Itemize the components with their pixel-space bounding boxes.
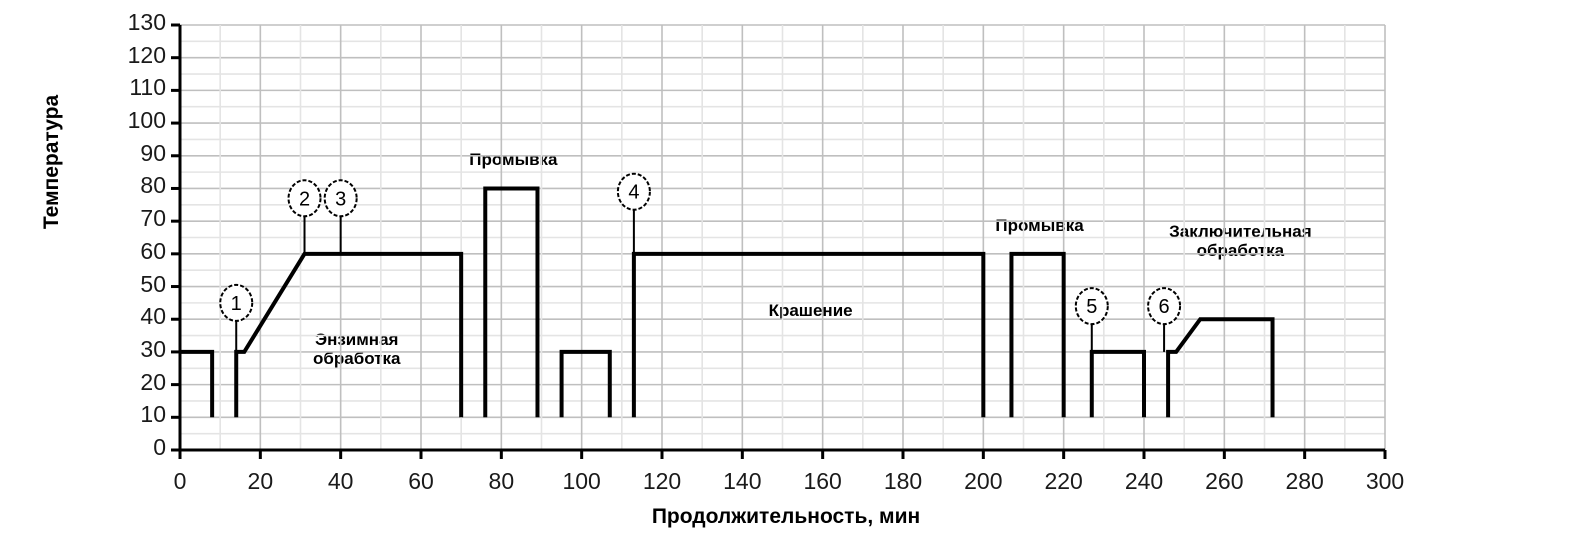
x-axis-tick-label: 100: [562, 468, 601, 494]
callout-bubble-2: [287, 179, 322, 218]
x-axis-tick-label: 240: [1124, 468, 1164, 494]
callout-bubble-4: [616, 172, 651, 211]
x-axis-tick-label: 20: [247, 468, 274, 494]
callout-label-2: 2: [299, 188, 310, 210]
callout-bubble-1: [219, 283, 254, 322]
x-axis-tick-label: 60: [408, 468, 434, 494]
data-line-enzyme-treatment: [234, 251, 464, 418]
x-axis-title: Продолжительность, мин: [651, 505, 921, 528]
y-axis-tick-label: 90: [140, 139, 166, 166]
y-axis-tick-label: 100: [127, 107, 166, 134]
y-axis-tick-label: 110: [129, 74, 166, 101]
callout-label-3: 3: [335, 188, 346, 210]
y-axis-tick-label: 10: [140, 401, 166, 428]
y-axis-tick-label: 70: [140, 205, 166, 232]
x-axis-tick-label: 220: [1044, 468, 1083, 494]
x-axis-tick-label: 140: [723, 468, 762, 494]
y-axis-tick-label: 20: [140, 368, 166, 395]
data-line-final-treatment: [1166, 317, 1275, 418]
x-axis-tick-label: 200: [964, 468, 1003, 494]
callout-bubble-6: [1147, 287, 1182, 326]
x-axis-tick-label: 160: [803, 468, 842, 494]
y-axis-tick-label: 30: [140, 335, 166, 362]
y-axis-tick-label: 0: [153, 434, 166, 460]
y-axis-tick-label: 80: [140, 172, 166, 199]
data-line-cool: [1089, 349, 1146, 418]
x-axis-tick-label: 120: [642, 468, 682, 494]
y-axis-tick-label: 120: [127, 41, 166, 68]
callout-label-1: 1: [231, 293, 242, 315]
annotation-dyeing: Крашение: [768, 300, 853, 320]
x-axis-tick-label: 40: [327, 468, 354, 494]
x-axis-tick-label: 0: [173, 468, 187, 494]
x-axis-tick-label: 80: [488, 468, 515, 494]
y-axis-tick-label: 130: [127, 9, 166, 35]
data-line-wash-1: [483, 186, 540, 418]
y-axis-tick-label: 60: [140, 237, 166, 264]
data-line-wash-2: [1009, 251, 1066, 418]
y-axis-tick-label: 40: [140, 303, 166, 330]
callout-label-6: 6: [1159, 296, 1170, 318]
x-axis-tick-label: 180: [883, 468, 923, 494]
data-line-dyeing: [631, 251, 986, 418]
data-line-pre-wet: [180, 349, 215, 418]
callout-bubble-3: [323, 179, 358, 218]
x-axis-tick-label: 280: [1285, 468, 1324, 494]
y-axis-tick-label: 50: [140, 270, 166, 297]
callout-label-4: 4: [628, 182, 639, 204]
x-axis-tick-label: 300: [1365, 468, 1405, 494]
data-line-rinse: [559, 349, 612, 418]
x-axis-tick-label: 260: [1205, 468, 1244, 494]
callout-label-5: 5: [1086, 296, 1097, 318]
callout-bubble-5: [1074, 287, 1109, 326]
annotation-final: Заключительная обработка: [1169, 222, 1312, 261]
